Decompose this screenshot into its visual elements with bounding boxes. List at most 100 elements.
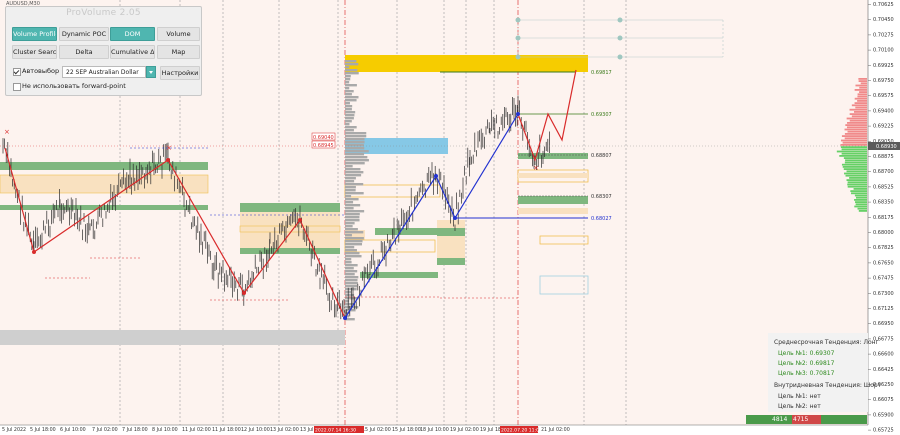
right-level-label: 0.68307 (591, 194, 612, 200)
trend-legend: Среднесрочная Тенденция: Лонг Цель №1: 0… (768, 333, 881, 412)
map-button[interactable]: Map (157, 45, 200, 59)
price-candles (2, 95, 550, 320)
right-volume-zones (345, 55, 589, 295)
price-tick-label: 0.66250 (873, 382, 894, 388)
volume-profile-button[interactable]: Volume Profile (12, 27, 57, 41)
price-tick-label: 0.66950 (873, 321, 894, 327)
volume-balance-bar: 4814 4715 (746, 415, 867, 424)
price-tick-label: 0.70625 (873, 2, 894, 8)
dynamic-poc-button[interactable]: Dynamic POC (59, 27, 109, 41)
price-tick-label: 0.69925 (873, 63, 894, 69)
time-tick-label: 19 Jul 18:00 (480, 427, 509, 433)
svg-text:×: × (166, 144, 172, 152)
gold-zone (345, 55, 588, 72)
time-tick-label: 15 Jul 02:00 (362, 427, 391, 433)
time-axis-bg (0, 425, 868, 435)
right-level-label: 0.69817 (591, 70, 612, 76)
price-tick-label: 0.69225 (873, 124, 894, 130)
time-highlight (314, 426, 364, 433)
zigzag-waves (4, 69, 577, 319)
price-tick-label: 0.67825 (873, 245, 894, 251)
price-tick-label: 0.66075 (873, 397, 894, 403)
auto-select-checkbox[interactable] (13, 68, 21, 76)
settings-button[interactable]: Настройки (160, 66, 200, 80)
price-tick-label: 0.67125 (873, 306, 894, 312)
time-tick-label: 5 Jul 18:00 (30, 427, 56, 433)
time-highlight-label: 2022.07.20 11:00 (501, 428, 542, 434)
svg-text:×: × (4, 128, 10, 136)
price-tick-label: 0.67650 (873, 260, 894, 266)
price-tick-label: 0.69575 (873, 93, 894, 99)
time-tick-label: 12 Jul 10:00 (241, 427, 270, 433)
price-tick-label: 0.66425 (873, 367, 894, 373)
price-tick-label: 0.65900 (873, 412, 894, 418)
price-axis-bg (868, 0, 900, 435)
intraday-target-2-text: Цель №2: нет (778, 403, 821, 410)
price-tick-label: 0.68350 (873, 200, 894, 206)
price-tick-label: 0.69050 (873, 139, 894, 145)
forward-point-label: Не использовать forward-point (22, 82, 126, 90)
right-level-labels: 0.69817 0.69307 0.68807 0.68307 0.68027 (591, 70, 612, 222)
target-2-text: Цель №2: 0.69817 (778, 360, 835, 367)
time-tick-label: 5 Jul 2022 (2, 427, 26, 433)
buy-volume: 4814 (772, 416, 788, 423)
projection-grid (515, 17, 724, 60)
target-1-text: Цель №1: 0.69307 (778, 350, 835, 357)
left-volume-zones (0, 162, 465, 278)
time-tick-label: 11 Jul 18:00 (212, 427, 241, 433)
time-tick-label: 11 Jul 02:00 (182, 427, 211, 433)
intraday-trend-text: Внутридневная Тенденция: Шорт (774, 382, 882, 389)
panel-title: ProVolume 2.05 (66, 8, 141, 18)
right-level-label: 0.69307 (591, 112, 612, 118)
left-level-label: 0.68945 (313, 143, 334, 149)
price-tick-label: 0.69750 (873, 78, 894, 84)
delta-button[interactable]: Delta (59, 45, 109, 59)
time-tick-label: 13 Jul 02:00 (270, 427, 299, 433)
edge-volume-profile (836, 78, 867, 212)
intraday-target-1-text: Цель №1: нет (778, 393, 821, 400)
symbol-period-title: AUDUSD,M30 (6, 1, 40, 7)
right-level-label: 0.68027 (591, 216, 612, 222)
price-tick-label: 0.68700 (873, 169, 894, 175)
left-level-label: 0.69040 (313, 135, 334, 141)
target-3-text: Цель №3: 0.70817 (778, 370, 835, 377)
price-tick-label: 0.67475 (873, 276, 894, 282)
price-axis[interactable]: 0.70625 0.70450 0.70275 0.70100 0.69925 0.697… (868, 2, 894, 435)
price-tick-label: 0.68000 (873, 230, 894, 236)
price-tick-label: 0.66775 (873, 336, 894, 342)
time-highlight-label: 2022.07.14 16:30 (315, 428, 356, 434)
price-tick-label: 0.68875 (873, 154, 894, 160)
session-volume-profile (345, 60, 369, 321)
time-tick-label: 7 Jul 02:00 (92, 427, 118, 433)
price-tick-label: 0.70450 (873, 17, 894, 23)
time-tick-label: 21 Jul 02:00 (541, 427, 570, 433)
time-tick-label: 6 Jul 10:00 (60, 427, 86, 433)
price-tick-label: 0.68175 (873, 215, 894, 221)
time-tick-label: 7 Jul 18:00 (122, 427, 148, 433)
dom-button[interactable]: DOM (110, 27, 155, 41)
zigzag-nodes: × × × (4, 112, 539, 320)
symbol-select[interactable]: 22 SEP Australian Dollar (62, 66, 146, 78)
svg-text:×: × (533, 164, 539, 172)
time-tick-label: 19 Jul 02:00 (450, 427, 479, 433)
time-highlight (500, 426, 538, 433)
sell-volume: 4715 (792, 415, 821, 424)
forward-point-checkbox[interactable] (13, 83, 21, 91)
price-tick-label: 0.65725 (873, 428, 894, 434)
price-tick-label: 0.70275 (873, 32, 894, 38)
price-tick-label: 0.66600 (873, 352, 894, 358)
provolume-panel[interactable]: ProVolume 2.05 Volume Profile Dynamic PO… (5, 6, 202, 96)
current-price-marker (868, 142, 900, 150)
chevron-down-icon[interactable] (146, 66, 156, 78)
time-tick-label: 15 Jul 18:00 (392, 427, 421, 433)
support-zone-gray (0, 330, 345, 345)
cumulative-delta-button[interactable]: Cumulative Δ (110, 45, 155, 59)
cluster-search-button[interactable]: Cluster Search (12, 45, 57, 59)
price-tick-label: 0.67300 (873, 291, 894, 297)
price-tick-label: 0.70100 (873, 48, 894, 54)
target-lines (0, 71, 867, 301)
auto-select-label: Автовыбор (22, 67, 60, 75)
current-price-label: 0.68930 (876, 144, 897, 150)
volume-button[interactable]: Volume (157, 27, 200, 41)
